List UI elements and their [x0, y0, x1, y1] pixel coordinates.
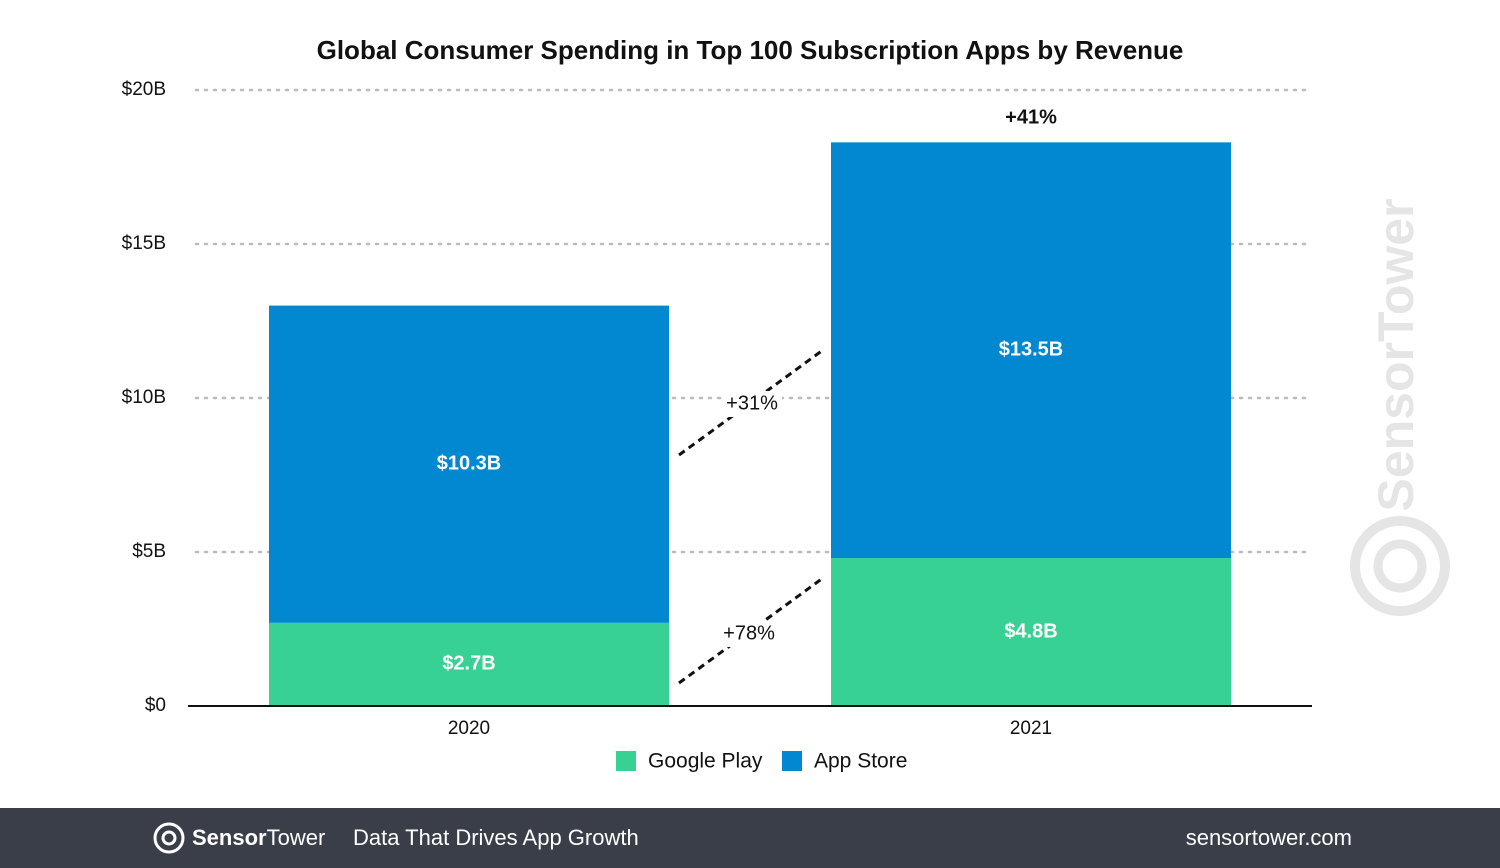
y-tick-label: $10B: [122, 387, 166, 408]
bar-segment: [269, 622, 669, 706]
footer-brand: SensorTower: [192, 825, 325, 850]
footer-logo-inner: [161, 830, 177, 846]
brand-light: Tower: [267, 825, 326, 850]
y-tick-label: $20B: [122, 79, 166, 100]
annotation: +31%: [726, 392, 778, 414]
footer-logo: [153, 822, 185, 854]
legend-label: App Store: [814, 750, 907, 773]
legend-label: Google Play: [648, 750, 763, 773]
x-tick-label: 2021: [1010, 718, 1052, 739]
plot-area: $0 $5B $10B $15B $20B $2.7B $10.3B 2020 $4.8B $13…: [122, 79, 1312, 773]
annotation: +41%: [1005, 106, 1057, 128]
brand-bold: Sensor: [192, 825, 267, 850]
watermark-text: SensorTower: [1368, 198, 1424, 511]
footer-tagline: Data That Drives App Growth: [353, 825, 639, 850]
annotation-bg: [722, 391, 782, 417]
footer-bar: [0, 808, 1500, 868]
value-label: $2.7B: [442, 653, 495, 675]
y-tick-label: $0: [145, 695, 166, 716]
bar-segment: [269, 305, 669, 623]
chart-title: Global Consumer Spending in Top 100 Subs…: [317, 35, 1184, 65]
bar-segment: [831, 558, 1231, 706]
x-tick-label: 2020: [448, 718, 490, 739]
value-label: $10.3B: [437, 453, 502, 475]
annotation-bg: [719, 621, 779, 647]
watermark-icon: [1350, 516, 1450, 616]
bar-segment: [831, 142, 1231, 559]
y-tick-label: $5B: [132, 541, 166, 562]
watermark-icon-inner: [1373, 539, 1427, 593]
value-label: $13.5B: [999, 339, 1064, 361]
footer: SensorTower Data That Drives App Growth …: [0, 808, 1500, 868]
legend-swatch: [616, 751, 636, 771]
legend-swatch: [782, 751, 802, 771]
value-label: $4.8B: [1004, 620, 1057, 642]
annotation: +78%: [723, 622, 775, 644]
footer-url: sensortower.com: [1186, 825, 1352, 850]
y-tick-label: $15B: [122, 233, 166, 254]
watermark: SensorTower: [1350, 198, 1450, 616]
